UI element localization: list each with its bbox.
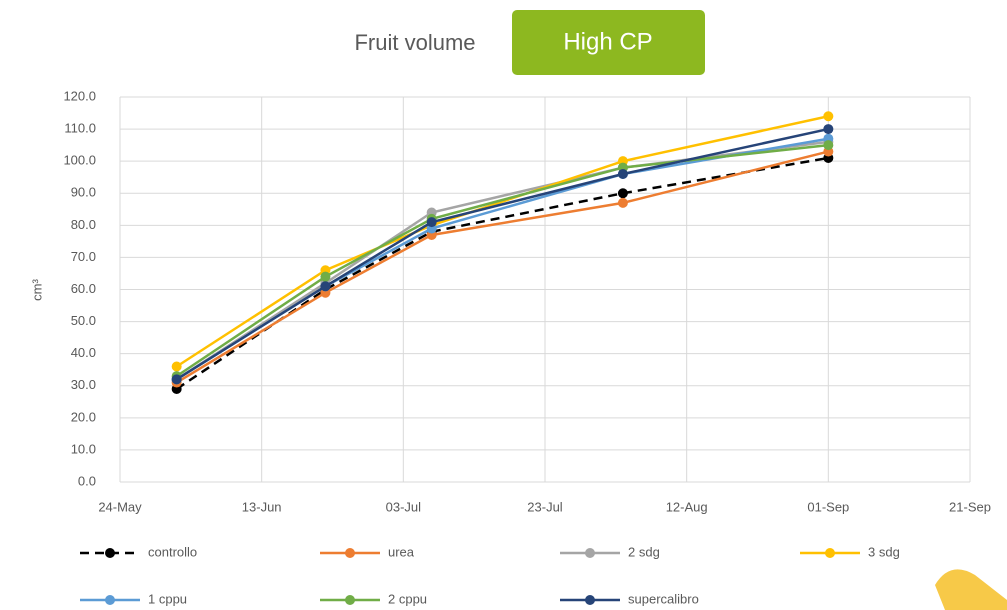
data-point bbox=[320, 281, 330, 291]
data-point bbox=[172, 362, 182, 372]
y-axis-label: cm³ bbox=[29, 279, 44, 301]
data-point bbox=[823, 111, 833, 121]
x-tick-label: 21-Sep bbox=[949, 499, 991, 514]
legend-label: controllo bbox=[148, 544, 197, 559]
data-point bbox=[618, 198, 628, 208]
legend-marker bbox=[585, 548, 595, 558]
legend-label: 2 cppu bbox=[388, 591, 427, 606]
x-tick-label: 01-Sep bbox=[807, 499, 849, 514]
data-point bbox=[823, 124, 833, 134]
data-point bbox=[823, 140, 833, 150]
badge-label: High CP bbox=[563, 28, 652, 55]
legend-label: urea bbox=[388, 544, 415, 559]
legend-label: 2 sdg bbox=[628, 544, 660, 559]
chart: Fruit volume High CP cm³ 0.0 10.0 20.0 30.0… bbox=[0, 0, 1007, 610]
y-tick-label: 30.0 bbox=[71, 377, 96, 392]
y-tick-label: 110.0 bbox=[64, 121, 96, 136]
series-line bbox=[177, 142, 829, 379]
y-tick-label: 20.0 bbox=[71, 409, 96, 424]
data-point bbox=[618, 188, 628, 198]
legend-label: 3 sdg bbox=[868, 544, 900, 559]
data-point bbox=[320, 272, 330, 282]
legend-marker bbox=[585, 595, 595, 605]
y-tick-label: 120.0 bbox=[63, 88, 96, 103]
data-point bbox=[427, 217, 437, 227]
chart-title: Fruit volume bbox=[354, 30, 475, 55]
legend-marker bbox=[345, 548, 355, 558]
y-tick-label: 100.0 bbox=[63, 153, 96, 168]
y-tick-label: 80.0 bbox=[71, 217, 96, 232]
x-tick-label: 13-Jun bbox=[242, 499, 282, 514]
legend-marker bbox=[825, 548, 835, 558]
legend-label: supercalibro bbox=[628, 591, 699, 606]
series-line bbox=[177, 158, 829, 389]
decoration bbox=[935, 569, 1007, 610]
y-tick-label: 40.0 bbox=[71, 345, 96, 360]
y-tick-label: 10.0 bbox=[71, 441, 96, 456]
x-tick-label: 12-Aug bbox=[666, 499, 708, 514]
legend-marker bbox=[105, 548, 115, 558]
x-tick-label: 23-Jul bbox=[527, 499, 563, 514]
x-tick-label: 03-Jul bbox=[386, 499, 422, 514]
y-tick-label: 0.0 bbox=[78, 473, 96, 488]
legend-marker bbox=[105, 595, 115, 605]
legend-marker bbox=[345, 595, 355, 605]
series-line bbox=[177, 152, 829, 383]
data-point bbox=[172, 374, 182, 384]
series-line bbox=[177, 129, 829, 379]
y-tick-label: 60.0 bbox=[71, 281, 96, 296]
legend-label: 1 cppu bbox=[148, 591, 187, 606]
y-tick-label: 90.0 bbox=[71, 185, 96, 200]
x-tick-label: 24-May bbox=[98, 499, 142, 514]
data-point bbox=[618, 169, 628, 179]
series-line bbox=[177, 145, 829, 376]
y-tick-label: 70.0 bbox=[71, 249, 96, 264]
y-tick-label: 50.0 bbox=[71, 313, 96, 328]
